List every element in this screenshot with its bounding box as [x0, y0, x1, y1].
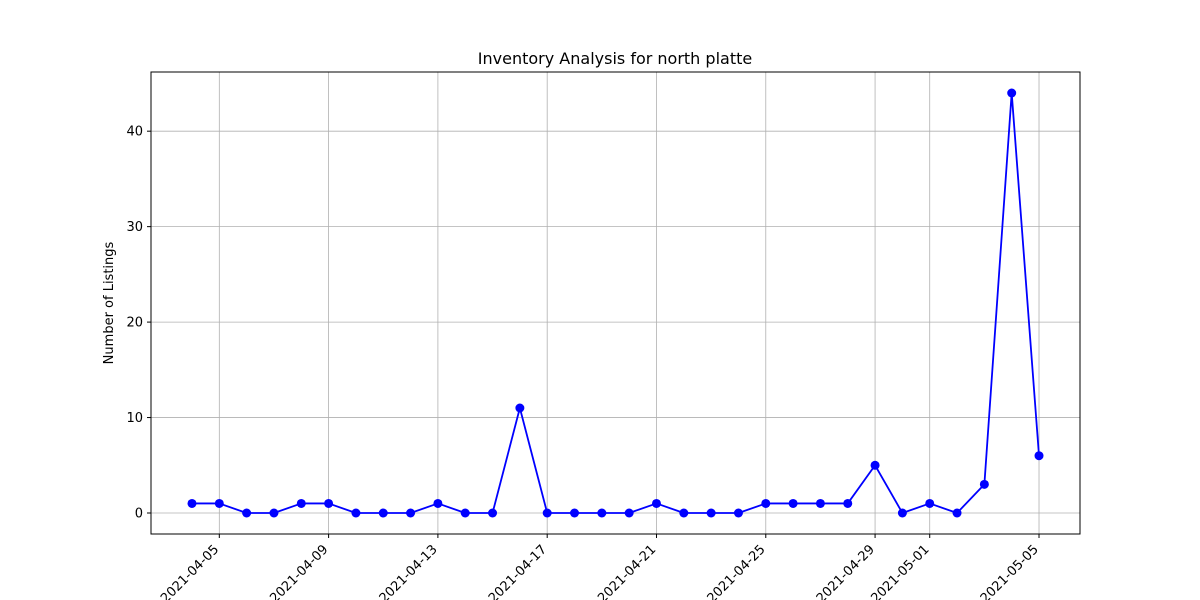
y-tick-label: 0 [135, 507, 143, 522]
x-tick-label: 2021-04-05 [158, 542, 222, 600]
data-point [733, 508, 743, 518]
data-point [679, 508, 689, 518]
data-point [542, 508, 552, 518]
data-point [433, 498, 443, 508]
data-point [1007, 88, 1017, 98]
data-point [706, 508, 716, 518]
data-point [269, 508, 279, 518]
data-point [843, 498, 853, 508]
data-point [296, 498, 306, 508]
data-point [597, 508, 607, 518]
x-tick-label: 2021-05-01 [869, 542, 933, 600]
data-point [952, 508, 962, 518]
data-points [187, 88, 1044, 518]
series-polyline [191, 92, 1040, 514]
x-tick-label: 2021-04-21 [595, 542, 659, 600]
data-point [624, 508, 634, 518]
data-point [488, 508, 498, 518]
y-tick-label: 20 [126, 316, 143, 331]
data-point [897, 508, 907, 518]
series-line [191, 92, 1040, 514]
y-tick-label: 30 [126, 220, 143, 235]
data-point [242, 508, 252, 518]
x-tick-label: 2021-04-29 [814, 542, 878, 600]
x-tick-label: 2021-04-17 [486, 542, 550, 600]
data-point [925, 498, 935, 508]
data-point [324, 498, 334, 508]
x-tick-label: 2021-04-13 [377, 542, 441, 600]
x-axis-ticks: 2021-04-05 2021-04-09 2021-04-13 2021-04-17… [158, 534, 1042, 600]
data-point [406, 508, 416, 518]
data-point [378, 508, 388, 518]
data-point [460, 508, 470, 518]
y-axis-label: Number of Listings [102, 241, 117, 364]
x-tick-label: 2021-04-09 [267, 542, 331, 600]
data-point [187, 498, 197, 508]
plot-frame [150, 71, 1081, 535]
x-tick-label: 2021-04-25 [705, 542, 769, 600]
chart-title: Inventory Analysis for north platte [478, 49, 752, 68]
data-point [515, 403, 525, 413]
data-point [870, 460, 880, 470]
grid-lines [151, 72, 1080, 534]
data-point [351, 508, 361, 518]
x-tick-label: 2021-05-05 [978, 542, 1042, 600]
data-point [570, 508, 580, 518]
data-point [979, 479, 989, 489]
data-point [761, 498, 771, 508]
y-tick-label: 40 [126, 125, 143, 140]
y-tick-label: 10 [126, 411, 143, 426]
y-axis-ticks: 0 10 20 30 40 [126, 125, 151, 522]
data-point [788, 498, 798, 508]
data-point [214, 498, 224, 508]
data-point [815, 498, 825, 508]
data-point [651, 498, 661, 508]
data-point [1034, 451, 1044, 461]
